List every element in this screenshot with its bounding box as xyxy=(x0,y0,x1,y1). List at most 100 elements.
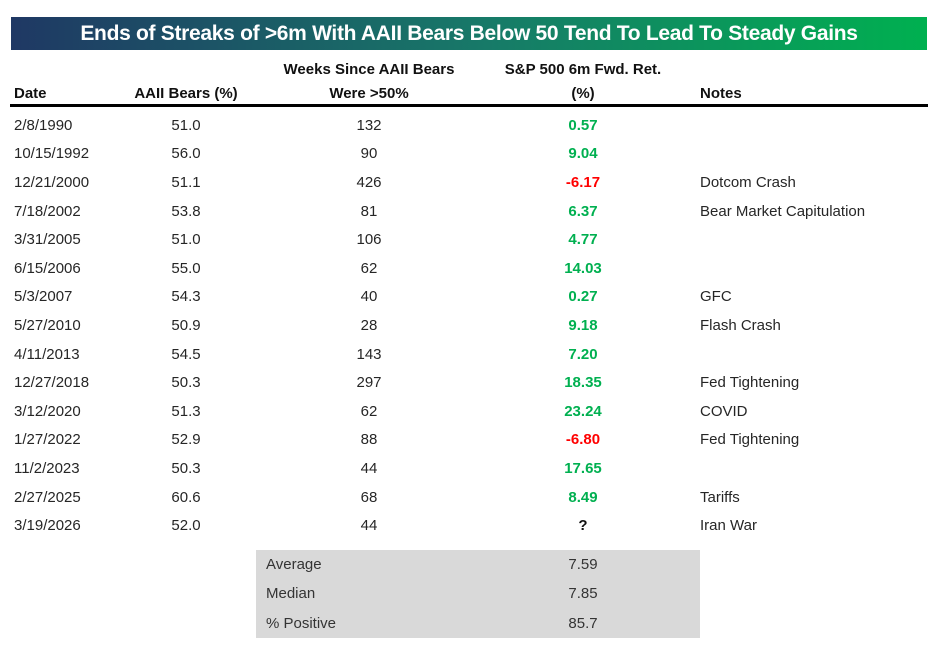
column-header-row: Date AAII Bears (%) Were >50% (%) Notes xyxy=(10,78,928,102)
cell-date: 7/18/2002 xyxy=(14,202,81,220)
table-row: 5/3/2007 54.3 40 0.27 GFC xyxy=(0,283,936,312)
cell-weeks-above-50: 90 xyxy=(360,145,378,163)
cell-date: 10/15/1992 xyxy=(14,145,90,163)
table-row: 3/19/2026 52.0 44? Iran War xyxy=(0,511,936,540)
title-bar: Ends of Streaks of >6m With AAII Bears B… xyxy=(11,17,927,50)
cell-fwd-return: 7.20 xyxy=(568,345,598,363)
cell-notes: Bear Market Capitulation xyxy=(700,202,866,220)
summary-row: Average 7.59 xyxy=(256,556,700,573)
cell-weeks-above-50: 40 xyxy=(360,288,378,306)
table-row: 1/27/2022 52.9 88 -6.80 Fed Tightening xyxy=(0,426,936,455)
cell-fwd-return: 0.57 xyxy=(568,116,598,134)
cell-aaii-bears: 51.1 xyxy=(171,173,201,191)
cell-aaii-bears: 53.8 xyxy=(171,202,201,220)
cell-aaii-bears: 56.0 xyxy=(171,145,201,163)
cell-weeks-above-50: 28 xyxy=(360,316,378,334)
cell-weeks-above-50: 426 xyxy=(356,173,382,191)
table-row: 3/12/2020 51.3 62 23.24 COVID xyxy=(0,397,936,426)
cell-date: 12/21/2000 xyxy=(14,173,90,191)
cell-aaii-bears: 50.9 xyxy=(171,316,201,334)
cell-weeks-above-50: 62 xyxy=(360,259,378,277)
table-row: 7/18/2002 53.8 81 6.37 Bear Market Capitulat… xyxy=(0,197,936,226)
cell-notes: Fed Tightening xyxy=(700,431,800,449)
cell-date: 2/8/1990 xyxy=(14,116,73,134)
cell-notes: Flash Crash xyxy=(700,316,781,334)
cell-weeks-above-50: 81 xyxy=(360,202,378,220)
summary-value: 7.59 xyxy=(568,556,598,574)
cell-fwd-return: 9.04 xyxy=(568,145,598,163)
table-row: 2/27/2025 60.6 68 8.49 Tariffs xyxy=(0,483,936,512)
table-row: 10/15/1992 56.0 90 9.04 xyxy=(0,140,936,169)
column-header-weeks: Were >50% xyxy=(329,85,409,102)
table-row: 6/15/2006 55.0 62 14.03 xyxy=(0,254,936,283)
cell-weeks-above-50: 297 xyxy=(356,374,382,392)
cell-date: 3/12/2020 xyxy=(14,402,81,420)
cell-aaii-bears: 54.3 xyxy=(171,288,201,306)
cell-weeks-above-50: 62 xyxy=(360,402,378,420)
cell-aaii-bears: 51.0 xyxy=(171,231,201,249)
summary-box: Average 7.59 Median 7.85 % Positive 85.7 xyxy=(256,550,700,638)
cell-aaii-bears: 52.0 xyxy=(171,517,201,535)
cell-date: 3/31/2005 xyxy=(14,231,81,249)
cell-notes: Tariffs xyxy=(700,488,740,506)
cell-date: 11/2/2023 xyxy=(14,459,80,477)
group-header-sp500: S&P 500 6m Fwd. Ret. xyxy=(504,61,662,78)
cell-fwd-return: 8.49 xyxy=(568,488,598,506)
group-header-weeks: Weeks Since AAII Bears xyxy=(283,61,455,78)
cell-weeks-above-50: 44 xyxy=(360,459,378,477)
cell-date: 3/19/2026 xyxy=(14,517,81,535)
cell-fwd-return: 23.24 xyxy=(564,402,602,420)
column-header-notes: Notes xyxy=(700,85,742,102)
cell-date: 5/27/2010 xyxy=(14,316,81,334)
cell-date: 4/11/2013 xyxy=(14,345,80,363)
summary-label: Average xyxy=(266,556,322,574)
cell-aaii-bears: 55.0 xyxy=(171,259,201,277)
cell-date: 5/3/2007 xyxy=(14,288,73,306)
cell-weeks-above-50: 132 xyxy=(356,116,382,134)
cell-aaii-bears: 51.3 xyxy=(171,402,201,420)
cell-notes: Iran War xyxy=(700,517,757,535)
cell-aaii-bears: 50.3 xyxy=(171,374,201,392)
cell-aaii-bears: 52.9 xyxy=(171,431,201,449)
table-row: 12/21/2000 51.1 426 -6.17 Dotcom Crash xyxy=(0,168,936,197)
cell-weeks-above-50: 106 xyxy=(356,231,382,249)
cell-date: 1/27/2022 xyxy=(14,431,81,449)
table-row: 2/8/1990 51.0 132 0.57 xyxy=(0,111,936,140)
cell-aaii-bears: 51.0 xyxy=(171,116,201,134)
cell-notes: GFC xyxy=(700,288,732,306)
table-body: 2/8/1990 51.0 132 0.57 10/15/1992 56.0 90 9.04 1… xyxy=(0,111,936,540)
cell-notes: COVID xyxy=(700,402,748,420)
table-row: 12/27/2018 50.3 297 18.35 Fed Tightening xyxy=(0,368,936,397)
table-row: 4/11/2013 54.5 143 7.20 xyxy=(0,340,936,369)
page-title: Ends of Streaks of >6m With AAII Bears B… xyxy=(80,21,858,45)
cell-date: 12/27/2018 xyxy=(14,374,90,392)
cell-aaii-bears: 60.6 xyxy=(171,488,201,506)
summary-label: Median xyxy=(266,585,316,603)
table-row: 5/27/2010 50.9 28 9.18 Flash Crash xyxy=(0,311,936,340)
table-row: 3/31/2005 51.0 106 4.77 xyxy=(0,225,936,254)
summary-value: 85.7 xyxy=(568,614,598,632)
cell-fwd-return: 14.03 xyxy=(564,259,602,277)
cell-fwd-return: ? xyxy=(578,517,588,535)
cell-aaii-bears: 50.3 xyxy=(171,459,201,477)
cell-weeks-above-50: 44 xyxy=(360,517,378,535)
column-header-return: (%) xyxy=(571,85,595,102)
cell-fwd-return: -6.80 xyxy=(565,431,601,449)
cell-fwd-return: -6.17 xyxy=(565,173,601,191)
cell-aaii-bears: 54.5 xyxy=(171,345,201,363)
cell-fwd-return: 0.27 xyxy=(568,288,598,306)
summary-row: Median 7.85 xyxy=(256,585,700,602)
cell-fwd-return: 17.65 xyxy=(564,459,602,477)
cell-fwd-return: 4.77 xyxy=(568,231,598,249)
cell-date: 6/15/2006 xyxy=(14,259,81,277)
group-header-row: Weeks Since AAII Bears S&P 500 6m Fwd. R… xyxy=(10,56,928,78)
column-header-bears: AAII Bears (%) xyxy=(134,85,238,102)
cell-date: 2/27/2025 xyxy=(14,488,81,506)
cell-fwd-return: 18.35 xyxy=(564,374,602,392)
summary-label: % Positive xyxy=(266,614,337,632)
cell-weeks-above-50: 143 xyxy=(356,345,382,363)
cell-weeks-above-50: 88 xyxy=(360,431,378,449)
summary-value: 7.85 xyxy=(568,585,598,603)
cell-notes: Fed Tightening xyxy=(700,374,800,392)
